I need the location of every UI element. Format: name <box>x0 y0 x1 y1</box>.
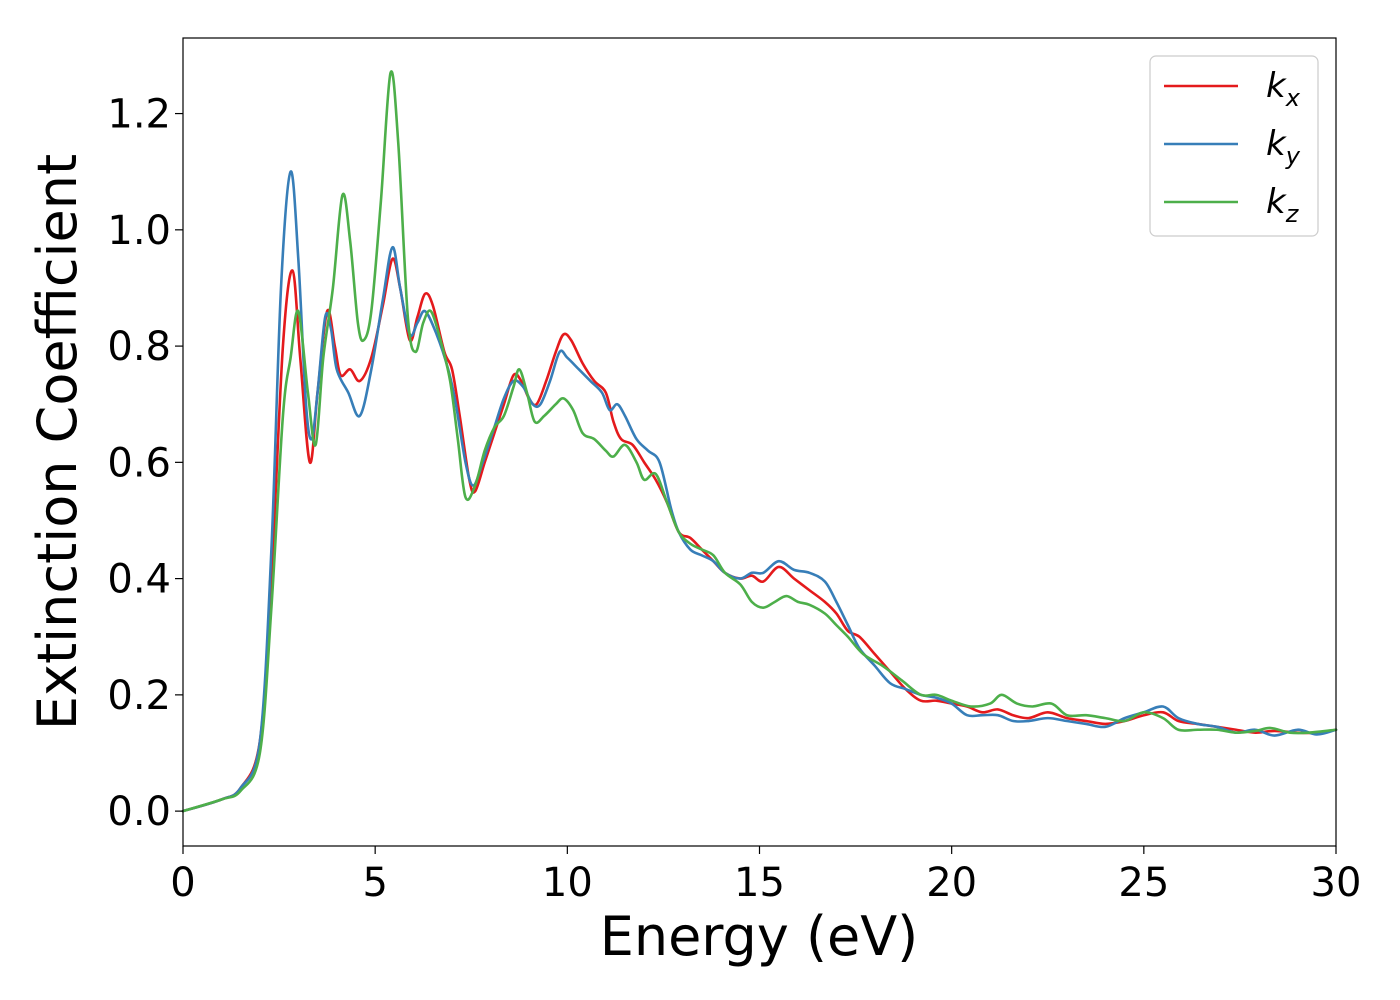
y-tick-label: 0.4 <box>107 557 171 603</box>
x-tick-label: 0 <box>170 860 195 906</box>
y-tick-label: 1.0 <box>107 208 171 254</box>
y-tick-label: 0.2 <box>107 673 171 719</box>
x-tick-label: 30 <box>1311 860 1362 906</box>
series-line-kx <box>181 257 1338 813</box>
y-tick-label: 0.0 <box>107 789 171 835</box>
legend-box <box>1149 55 1319 237</box>
series-layer <box>181 70 1338 813</box>
x-tick-label: 10 <box>542 860 593 906</box>
x-axis: 0 5 10 15 20 25 30 <box>170 846 1361 906</box>
legend-label: ky <box>1266 124 1301 170</box>
y-axis-label: Extinction Coefficient <box>26 154 89 730</box>
legend-label: kz <box>1266 182 1300 228</box>
x-tick-label: 5 <box>362 860 387 906</box>
x-tick-label: 20 <box>926 860 977 906</box>
x-axis-label: Energy (eV) <box>600 905 919 968</box>
legend: kx ky kz <box>1149 55 1319 237</box>
series-line-ky <box>181 170 1338 813</box>
x-tick-label: 25 <box>1118 860 1169 906</box>
legend-label: kx <box>1266 66 1301 112</box>
y-axis: 0.0 0.2 0.4 0.6 0.8 1.0 1.2 <box>107 92 183 835</box>
x-tick-label: 15 <box>734 860 785 906</box>
y-tick-label: 0.8 <box>107 324 171 370</box>
series-line-kz <box>181 70 1338 813</box>
y-tick-label: 0.6 <box>107 440 171 486</box>
y-tick-label: 1.2 <box>107 92 171 138</box>
